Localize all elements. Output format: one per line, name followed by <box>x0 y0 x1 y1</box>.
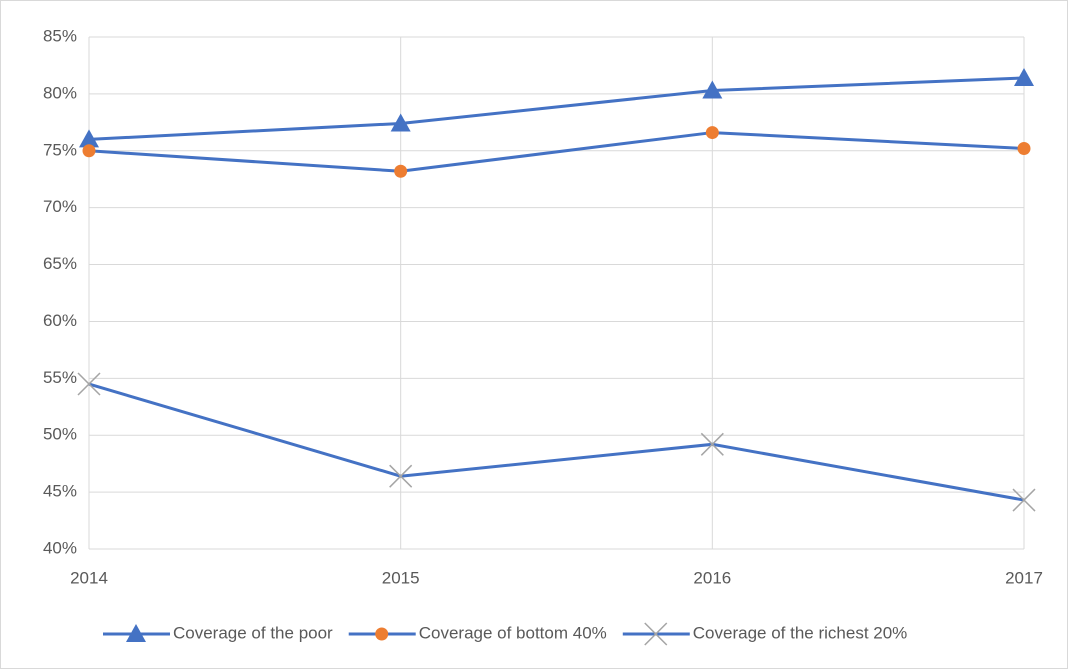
marker-circle <box>705 126 719 140</box>
y-tick-label: 80% <box>43 83 77 102</box>
y-tick-label: 85% <box>43 26 77 45</box>
y-tick-label: 40% <box>43 538 77 557</box>
legend-label: Coverage of bottom 40% <box>419 623 607 642</box>
x-tick-label: 2016 <box>693 568 731 587</box>
y-tick-label: 60% <box>43 311 77 330</box>
marker-triangle <box>79 129 99 148</box>
x-tick-label: 2017 <box>1005 568 1043 587</box>
y-tick-label: 65% <box>43 254 77 273</box>
legend-marker <box>126 624 146 642</box>
series-line <box>88 382 1025 502</box>
marker-circle <box>82 144 96 158</box>
y-tick-label: 55% <box>43 368 77 387</box>
y-tick-label: 50% <box>43 425 77 444</box>
y-tick-label: 70% <box>43 197 77 216</box>
marker-x <box>1012 488 1036 512</box>
marker-circle <box>394 164 408 178</box>
marker-x <box>700 432 724 456</box>
x-tick-label: 2015 <box>382 568 420 587</box>
marker-x <box>389 464 413 488</box>
legend-label: Coverage of the richest 20% <box>693 623 908 642</box>
x-tick-label: 2014 <box>70 568 108 587</box>
marker-triangle <box>702 80 723 99</box>
marker-triangle <box>1014 67 1034 86</box>
series-line <box>88 131 1025 173</box>
series-line <box>88 76 1025 141</box>
y-tick-label: 45% <box>43 482 77 501</box>
marker-triangle <box>390 113 411 132</box>
legend-marker <box>375 627 389 641</box>
y-tick-label: 75% <box>43 140 77 159</box>
legend-marker <box>644 622 668 646</box>
marker-x <box>77 372 101 396</box>
legend-label: Coverage of the poor <box>173 623 333 642</box>
marker-circle <box>1017 142 1031 156</box>
